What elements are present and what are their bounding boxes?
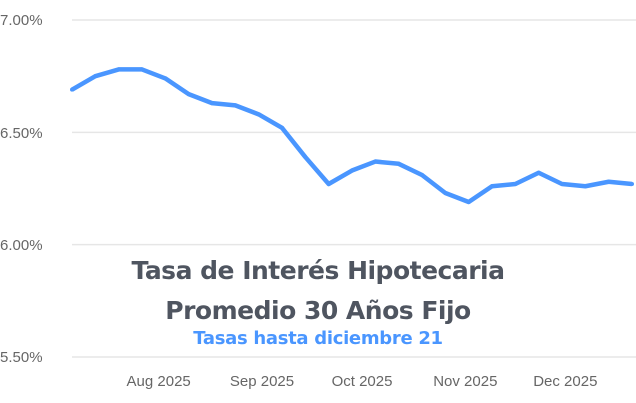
data-point bbox=[373, 159, 378, 164]
x-tick-label: Aug 2025 bbox=[127, 373, 191, 390]
data-point bbox=[630, 182, 634, 187]
gridlines bbox=[72, 19, 636, 358]
y-tick-label: 6.50% bbox=[0, 125, 43, 142]
data-point bbox=[560, 182, 564, 187]
chart-subtitle: Tasas hasta diciembre 21 bbox=[193, 328, 443, 349]
y-tick-label: 7.00% bbox=[0, 12, 43, 29]
data-point bbox=[210, 101, 214, 106]
y-axis-ticks: 7.00% 6.50% 6.00% 5.50% bbox=[0, 12, 43, 366]
data-point bbox=[186, 92, 191, 97]
data-point bbox=[326, 182, 331, 187]
data-point bbox=[466, 199, 471, 204]
data-point bbox=[163, 76, 168, 81]
data-point bbox=[256, 112, 261, 117]
y-tick-label: 6.00% bbox=[0, 237, 43, 254]
data-point bbox=[303, 155, 308, 160]
data-point bbox=[140, 67, 144, 72]
data-point bbox=[396, 161, 401, 166]
data-point bbox=[536, 170, 541, 175]
x-tick-label: Nov 2025 bbox=[433, 373, 497, 390]
data-point bbox=[70, 87, 74, 92]
data-point bbox=[233, 103, 238, 108]
x-tick-label: Oct 2025 bbox=[332, 373, 393, 390]
chart-title: Tasa de Interés Hipotecaria bbox=[131, 256, 505, 285]
data-point bbox=[490, 184, 494, 189]
data-point bbox=[280, 125, 284, 130]
rate-line bbox=[70, 67, 633, 205]
x-tick-label: Dec 2025 bbox=[533, 373, 597, 390]
rate-series bbox=[70, 67, 634, 205]
data-point bbox=[116, 67, 121, 72]
data-point bbox=[350, 168, 354, 173]
data-point bbox=[420, 173, 424, 178]
chart-title-line-2: Promedio 30 Años Fijo bbox=[165, 296, 471, 325]
data-point bbox=[583, 184, 588, 189]
x-axis-ticks: Aug 2025 Sep 2025 Oct 2025 Nov 2025 Dec … bbox=[127, 373, 598, 390]
y-tick-label: 5.50% bbox=[0, 349, 43, 366]
data-point bbox=[513, 182, 518, 187]
data-point bbox=[443, 190, 448, 195]
data-point bbox=[93, 74, 98, 79]
data-point bbox=[606, 179, 611, 184]
x-tick-label: Sep 2025 bbox=[230, 373, 294, 390]
